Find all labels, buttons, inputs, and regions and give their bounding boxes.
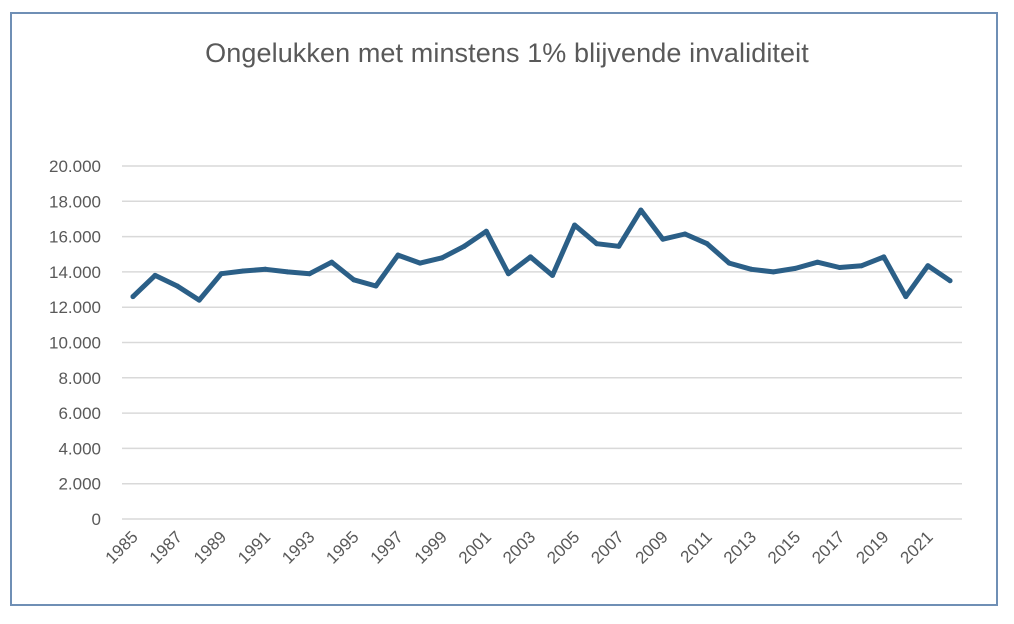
data-point — [373, 283, 379, 289]
x-tick-label: 1985 — [102, 527, 142, 567]
y-axis: 0 2.000 4.000 6.000 8.000 10.000 12.000 14.000 1… — [49, 157, 101, 529]
data-point — [152, 272, 158, 278]
x-tick-label: 2003 — [499, 527, 539, 567]
data-point — [263, 266, 268, 272]
x-tick-label: 2013 — [720, 527, 760, 567]
data-point — [881, 254, 887, 260]
y-tick-label: 2.000 — [58, 475, 101, 494]
data-point — [925, 263, 931, 269]
x-tick-label: 2019 — [852, 527, 892, 567]
data-point — [903, 294, 909, 300]
gridlines — [122, 165, 962, 520]
y-tick-label: 20.000 — [49, 157, 101, 176]
data-point — [285, 269, 291, 275]
x-tick-label: 1991 — [234, 527, 274, 567]
data-point — [218, 271, 224, 277]
y-tick-label: 14.000 — [49, 263, 101, 282]
data-point — [351, 277, 357, 283]
data-point — [329, 259, 335, 265]
data-point — [770, 269, 776, 275]
y-tick-label: 10.000 — [49, 334, 101, 353]
x-tick-label: 1997 — [367, 527, 407, 567]
x-tick-label: 2011 — [677, 527, 716, 566]
series-line — [130, 207, 953, 303]
x-tick-label: 1995 — [322, 527, 362, 567]
x-tick-label: 2005 — [543, 527, 583, 567]
x-tick-label: 2017 — [808, 527, 848, 567]
data-point — [704, 241, 710, 247]
chart-frame — [10, 12, 998, 606]
y-tick-label: 12.000 — [49, 298, 101, 317]
x-axis: 1985 1987 1989 1991 1993 1995 1997 1999 2001 2003… — [102, 527, 937, 567]
data-point — [726, 260, 732, 266]
y-tick-label: 16.000 — [49, 228, 101, 247]
data-point — [528, 254, 533, 260]
data-point — [505, 271, 511, 277]
series-layer — [130, 207, 953, 303]
x-tick-label: 1987 — [146, 527, 186, 567]
data-point — [130, 294, 136, 300]
data-point — [682, 231, 688, 237]
x-tick-label: 1999 — [411, 527, 451, 567]
y-tick-label: 0 — [92, 510, 101, 529]
data-point — [572, 222, 578, 228]
chart-title: Ongelukken met minstens 1% blijvende inv… — [205, 38, 809, 68]
x-tick-label: 1989 — [190, 527, 230, 567]
data-point — [947, 278, 953, 284]
y-tick-label: 8.000 — [58, 369, 101, 388]
data-point — [859, 263, 865, 269]
data-point — [616, 243, 622, 249]
data-point — [240, 268, 246, 274]
data-point — [461, 243, 467, 249]
x-tick-label: 2015 — [764, 527, 804, 567]
y-tick-label: 4.000 — [58, 439, 101, 458]
data-point — [792, 265, 798, 271]
y-tick-label: 6.000 — [58, 404, 101, 423]
data-point — [417, 260, 423, 266]
data-point — [638, 207, 644, 213]
data-point — [748, 266, 754, 272]
y-tick-label: 18.000 — [49, 192, 101, 211]
data-point — [660, 236, 666, 242]
data-point — [550, 272, 555, 278]
data-point — [395, 252, 401, 258]
data-point — [815, 259, 820, 265]
x-tick-label: 2009 — [632, 527, 672, 567]
data-point — [439, 255, 445, 261]
x-tick-label: 1993 — [278, 527, 318, 567]
x-tick-label: 2001 — [455, 527, 495, 567]
data-point — [174, 283, 180, 289]
data-point — [307, 271, 313, 277]
x-tick-label: 2021 — [897, 527, 937, 567]
x-tick-label: 2007 — [587, 527, 627, 567]
data-point — [594, 241, 600, 247]
data-point — [837, 265, 843, 270]
data-point — [483, 228, 489, 234]
data-point — [196, 297, 202, 303]
